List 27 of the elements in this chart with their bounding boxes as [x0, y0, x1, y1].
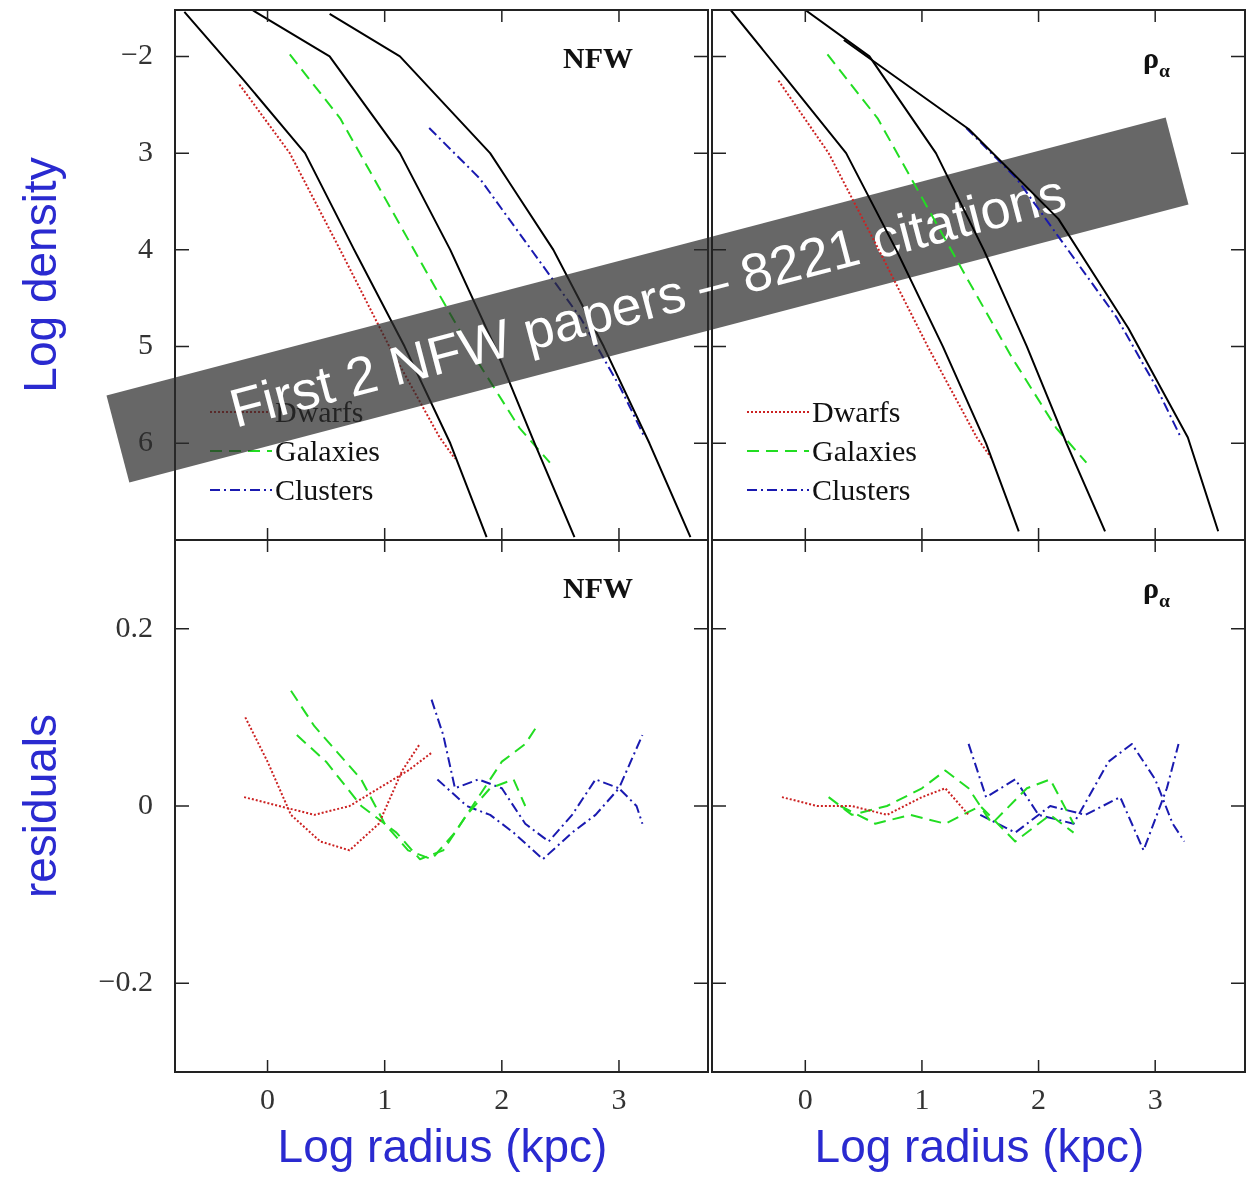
x-tick-label: 0 — [260, 1081, 276, 1115]
x-tick-label: 2 — [494, 1081, 510, 1115]
legend-label: Dwarfs — [812, 395, 901, 428]
x-tick-label: 2 — [1031, 1081, 1047, 1115]
legend-label: Galaxies — [275, 434, 380, 467]
y-tick-label: 6 — [138, 424, 153, 458]
x-tick-label: 1 — [377, 1081, 393, 1115]
legend-label: Clusters — [275, 473, 374, 506]
x-tick-label: 1 — [914, 1081, 930, 1115]
y-tick-label: −0.2 — [98, 964, 153, 998]
x-axis-title: Log radius (kpc) — [813, 1119, 1146, 1173]
annotation: NFW — [563, 41, 634, 74]
y-tick-label: 3 — [138, 134, 153, 168]
annotation: NFW — [563, 571, 634, 604]
legend-label: Galaxies — [812, 434, 917, 467]
x-tick-label: 3 — [1147, 1081, 1163, 1115]
y-tick-label: 5 — [138, 327, 153, 361]
y-tick-label: 0.2 — [115, 609, 153, 643]
y-tick-label: 4 — [138, 230, 153, 264]
x-tick-label: 0 — [797, 1081, 813, 1115]
y-axis-title: residuals — [13, 713, 67, 899]
y-tick-label: −2 — [121, 37, 153, 71]
x-axis-title: Log radius (kpc) — [276, 1119, 609, 1173]
y-tick-label: 0 — [138, 786, 153, 820]
x-tick-label: 3 — [611, 1081, 627, 1115]
legend-label: Clusters — [812, 473, 911, 506]
y-axis-title: Log density — [13, 157, 67, 393]
